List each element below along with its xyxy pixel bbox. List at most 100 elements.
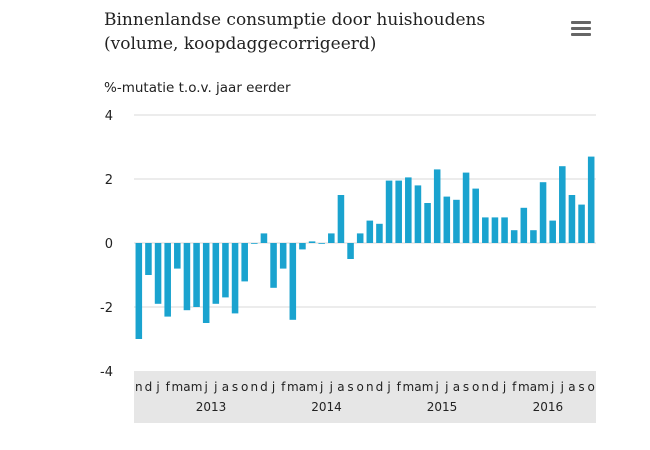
bar	[337, 195, 345, 243]
x-tick-label: j	[444, 380, 448, 394]
x-tick-label: f	[281, 380, 286, 394]
bar	[472, 188, 479, 243]
x-tick-label: m	[287, 380, 299, 394]
x-tick-label: a	[222, 380, 229, 394]
bar	[549, 220, 556, 243]
x-tick-label: m	[191, 380, 203, 394]
bar	[366, 220, 374, 243]
x-tick-label: n	[366, 380, 374, 394]
x-tick-label: d	[376, 380, 384, 394]
x-tick-label: m	[537, 380, 549, 394]
x-tick-label: j	[329, 380, 333, 394]
bar	[318, 243, 325, 244]
y-tick-label: -4	[100, 365, 113, 380]
x-tick-label: m	[422, 380, 434, 394]
bar	[559, 166, 566, 243]
x-tick-label: a	[299, 380, 306, 394]
bar	[202, 243, 210, 323]
x-tick-label: j	[550, 380, 554, 394]
x-tick-label: o	[357, 380, 364, 394]
y-tick-label: 0	[105, 237, 113, 252]
bar	[289, 243, 297, 320]
x-axis-band	[134, 371, 596, 423]
bar	[414, 185, 422, 243]
x-tick-label: j	[213, 380, 217, 394]
bar	[241, 243, 248, 282]
x-tick-label: m	[306, 380, 318, 394]
bar	[520, 207, 528, 243]
bar	[328, 233, 335, 243]
bar	[385, 180, 393, 243]
bar	[424, 203, 431, 243]
x-tick-label: f	[166, 380, 171, 394]
bar	[433, 169, 441, 243]
bar	[530, 230, 537, 243]
x-year-label: 2016	[533, 400, 564, 414]
bar	[145, 243, 152, 275]
y-axis-unit-label: %-mutatie t.o.v. jaar eerder	[104, 80, 291, 96]
bar	[135, 243, 143, 339]
bar	[212, 243, 220, 304]
bar	[568, 195, 576, 243]
x-tick-label: m	[518, 380, 530, 394]
x-tick-label: f	[397, 380, 402, 394]
x-tick-label: n	[135, 380, 143, 394]
bar	[539, 182, 547, 243]
bar	[491, 217, 499, 243]
x-year-label: 2013	[196, 400, 227, 414]
bar	[174, 243, 181, 269]
bar	[222, 243, 229, 298]
bar	[482, 217, 489, 243]
y-tick-label: 2	[105, 173, 113, 188]
bar	[308, 241, 316, 243]
hamburger-menu-icon[interactable]	[570, 20, 592, 38]
x-tick-label: o	[472, 380, 479, 394]
x-tick-label: m	[171, 380, 183, 394]
bar	[453, 199, 460, 243]
bar	[405, 177, 412, 243]
bar	[510, 230, 518, 243]
bar	[501, 217, 508, 243]
x-tick-label: f	[512, 380, 517, 394]
x-tick-label: j	[435, 380, 439, 394]
bar	[587, 156, 595, 243]
x-tick-label: n	[482, 380, 490, 394]
x-tick-label: a	[453, 380, 460, 394]
bar	[251, 243, 258, 244]
x-tick-label: o	[588, 380, 595, 394]
bar	[260, 233, 268, 243]
x-tick-label: n	[251, 380, 259, 394]
x-tick-label: a	[568, 380, 575, 394]
x-tick-label: d	[145, 380, 153, 394]
x-tick-label: m	[402, 380, 414, 394]
x-tick-label: a	[414, 380, 421, 394]
bar	[578, 204, 585, 243]
x-tick-label: j	[271, 380, 275, 394]
y-tick-label: -2	[100, 301, 113, 316]
bar	[376, 223, 383, 243]
x-tick-label: j	[386, 380, 390, 394]
bar	[231, 243, 239, 314]
x-year-label: 2015	[427, 400, 458, 414]
x-tick-label: s	[347, 380, 353, 394]
bar	[270, 243, 277, 288]
bar	[395, 180, 402, 243]
chart-title-line-2: (volume, koopdaggecorrigeerd)	[104, 34, 377, 54]
x-tick-label: d	[260, 380, 268, 394]
bar	[299, 243, 306, 250]
x-tick-label: j	[560, 380, 564, 394]
x-year-label: 2014	[311, 400, 342, 414]
bar	[347, 243, 354, 259]
x-tick-label: s	[232, 380, 238, 394]
x-tick-label: a	[530, 380, 537, 394]
x-tick-label: j	[155, 380, 159, 394]
x-tick-label: a	[337, 380, 344, 394]
x-tick-label: j	[502, 380, 506, 394]
bar	[164, 243, 171, 317]
x-tick-label: s	[578, 380, 584, 394]
bar	[154, 243, 162, 304]
x-tick-label: d	[491, 380, 499, 394]
x-tick-label: a	[183, 380, 190, 394]
bar	[462, 172, 470, 243]
